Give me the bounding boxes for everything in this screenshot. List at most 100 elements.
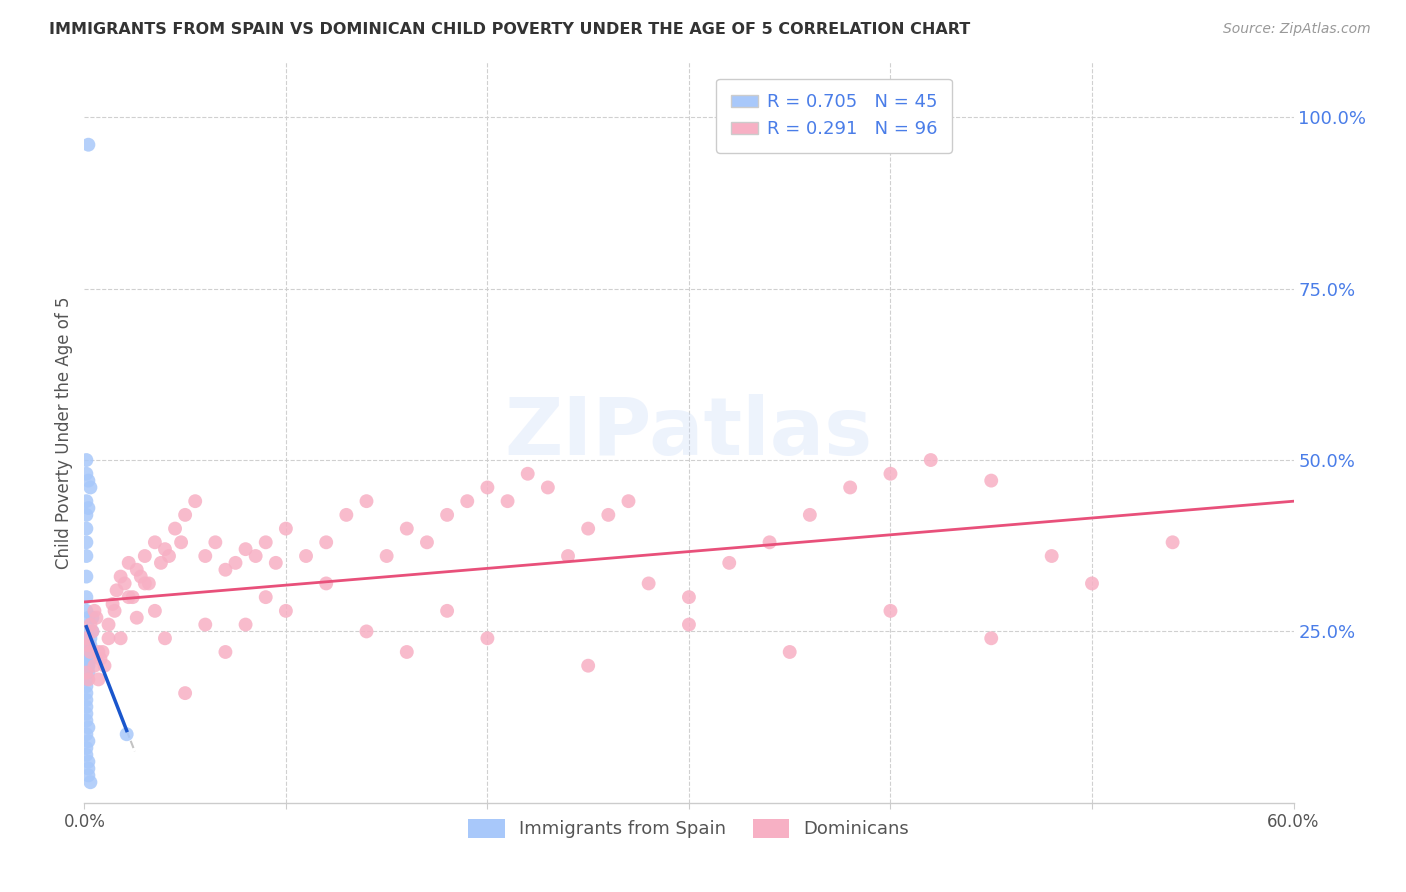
Point xyxy=(75,632,97,646)
Point xyxy=(617,494,640,508)
Point xyxy=(315,576,337,591)
Point xyxy=(235,542,257,557)
Point xyxy=(678,590,700,604)
Point xyxy=(75,645,97,659)
Point xyxy=(153,632,176,646)
Point xyxy=(1040,549,1063,563)
Point xyxy=(315,535,337,549)
Point xyxy=(496,494,519,508)
Point xyxy=(170,535,193,549)
Point xyxy=(75,522,97,536)
Point xyxy=(1161,535,1184,549)
Point xyxy=(980,632,1002,646)
Point xyxy=(174,686,197,700)
Point xyxy=(75,727,97,741)
Point xyxy=(143,535,166,549)
Point xyxy=(75,741,97,756)
Point xyxy=(879,604,901,618)
Point xyxy=(77,755,100,769)
Point xyxy=(77,673,100,687)
Point xyxy=(77,474,100,488)
Point xyxy=(101,597,124,611)
Point xyxy=(980,474,1002,488)
Point xyxy=(75,747,97,762)
Point xyxy=(114,576,136,591)
Point xyxy=(920,453,942,467)
Point xyxy=(75,494,97,508)
Point xyxy=(335,508,357,522)
Point xyxy=(416,535,439,549)
Point xyxy=(75,549,97,563)
Point xyxy=(254,590,277,604)
Point xyxy=(637,576,659,591)
Point xyxy=(79,632,101,646)
Point xyxy=(1081,576,1104,591)
Point xyxy=(110,632,132,646)
Text: Source: ZipAtlas.com: Source: ZipAtlas.com xyxy=(1223,22,1371,37)
Point xyxy=(576,658,599,673)
Point xyxy=(75,652,97,666)
Point xyxy=(77,645,100,659)
Text: IMMIGRANTS FROM SPAIN VS DOMINICAN CHILD POVERTY UNDER THE AGE OF 5 CORRELATION : IMMIGRANTS FROM SPAIN VS DOMINICAN CHILD… xyxy=(49,22,970,37)
Point xyxy=(576,522,599,536)
Point xyxy=(125,563,148,577)
Point xyxy=(274,604,297,618)
Point xyxy=(75,535,97,549)
Point xyxy=(75,679,97,693)
Point xyxy=(75,693,97,707)
Point xyxy=(83,604,105,618)
Point xyxy=(143,604,166,618)
Point xyxy=(79,480,101,494)
Point xyxy=(274,522,297,536)
Point xyxy=(97,617,120,632)
Point xyxy=(86,610,108,624)
Point xyxy=(77,137,100,152)
Point xyxy=(110,569,132,583)
Point xyxy=(75,714,97,728)
Point xyxy=(436,508,458,522)
Point xyxy=(75,453,97,467)
Point xyxy=(83,658,105,673)
Point xyxy=(598,508,620,522)
Point xyxy=(264,556,287,570)
Point xyxy=(235,617,257,632)
Point xyxy=(456,494,478,508)
Point xyxy=(779,645,801,659)
Point xyxy=(395,645,418,659)
Point xyxy=(79,775,101,789)
Point xyxy=(87,673,110,687)
Point xyxy=(214,563,236,577)
Point xyxy=(75,467,97,481)
Point xyxy=(134,576,156,591)
Point xyxy=(839,480,862,494)
Point xyxy=(89,652,111,666)
Point xyxy=(75,590,97,604)
Point xyxy=(121,590,143,604)
Point xyxy=(204,535,226,549)
Point xyxy=(77,638,100,652)
Point xyxy=(82,610,104,624)
Point xyxy=(477,480,499,494)
Point xyxy=(75,508,97,522)
Point xyxy=(153,542,176,557)
Point xyxy=(356,494,378,508)
Point xyxy=(125,610,148,624)
Point xyxy=(149,556,172,570)
Point xyxy=(77,610,100,624)
Point xyxy=(77,501,100,516)
Point xyxy=(75,604,97,618)
Point xyxy=(118,556,141,570)
Point xyxy=(77,768,100,782)
Point xyxy=(214,645,236,659)
Point xyxy=(295,549,318,563)
Point xyxy=(75,624,97,639)
Point xyxy=(75,673,97,687)
Point xyxy=(254,535,277,549)
Point xyxy=(75,686,97,700)
Point xyxy=(799,508,821,522)
Point xyxy=(82,624,104,639)
Point xyxy=(82,624,104,639)
Point xyxy=(93,658,115,673)
Point xyxy=(718,556,741,570)
Point xyxy=(79,617,101,632)
